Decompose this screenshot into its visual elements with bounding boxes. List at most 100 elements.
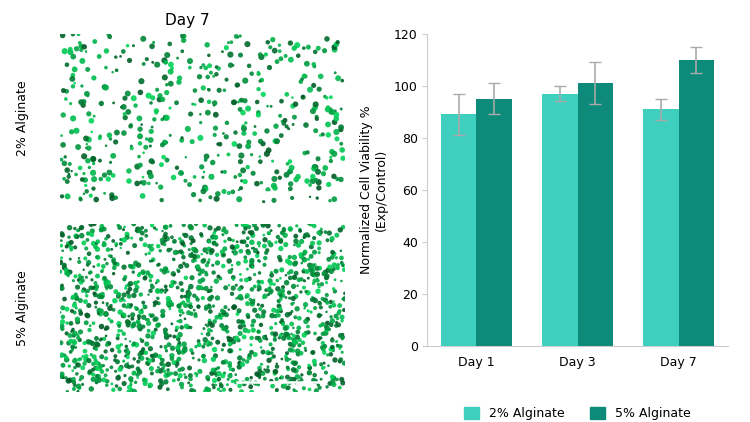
Point: [242, 235, 254, 242]
Point: [109, 298, 121, 304]
Point: [296, 377, 307, 384]
Point: [145, 173, 157, 180]
Point: [284, 254, 296, 260]
Point: [193, 303, 205, 310]
Point: [313, 284, 325, 290]
Point: [284, 346, 296, 353]
Point: [278, 226, 290, 233]
Point: [271, 389, 283, 395]
Point: [138, 302, 150, 309]
Point: [160, 59, 172, 66]
Point: [337, 262, 349, 269]
Point: [85, 339, 97, 346]
Point: [156, 237, 168, 243]
Point: [132, 365, 144, 372]
Point: [95, 227, 107, 233]
Point: [60, 267, 72, 273]
Point: [184, 324, 196, 331]
Point: [212, 273, 224, 280]
Point: [251, 252, 263, 259]
Point: [332, 342, 344, 349]
Point: [132, 279, 144, 285]
Point: [262, 187, 274, 193]
Point: [76, 176, 88, 183]
Point: [96, 353, 108, 360]
Point: [55, 259, 67, 266]
Point: [87, 360, 99, 367]
Point: [93, 307, 105, 314]
Point: [94, 311, 106, 318]
Point: [104, 135, 116, 142]
Point: [146, 352, 158, 359]
Point: [313, 184, 325, 191]
Point: [281, 385, 293, 392]
Point: [252, 328, 264, 335]
Point: [124, 123, 136, 130]
Point: [168, 377, 180, 384]
Point: [146, 370, 158, 377]
Point: [183, 285, 195, 292]
Point: [225, 371, 237, 378]
Point: [62, 242, 74, 249]
Point: [91, 335, 103, 342]
Point: [205, 340, 217, 347]
Point: [298, 305, 310, 311]
Point: [287, 121, 299, 128]
Point: [334, 308, 346, 314]
Point: [322, 237, 334, 243]
Point: [194, 271, 206, 278]
Point: [134, 140, 146, 147]
Point: [249, 271, 261, 278]
Point: [68, 309, 80, 316]
Point: [80, 48, 92, 55]
Point: [167, 174, 179, 181]
Point: [159, 241, 171, 248]
Point: [270, 320, 282, 327]
Point: [286, 300, 298, 307]
Point: [74, 195, 86, 202]
Point: [203, 238, 215, 245]
Point: [138, 60, 150, 67]
Point: [166, 320, 178, 327]
Point: [67, 326, 79, 333]
Point: [160, 230, 172, 237]
Point: [318, 349, 330, 356]
Point: [257, 313, 269, 319]
Point: [82, 312, 94, 319]
Point: [145, 287, 157, 294]
Point: [308, 358, 320, 365]
Point: [244, 384, 256, 390]
Point: [91, 254, 103, 260]
Point: [232, 337, 244, 344]
Point: [126, 387, 138, 394]
Point: [292, 242, 304, 249]
Point: [253, 328, 265, 335]
Point: [283, 189, 295, 196]
Point: [330, 338, 342, 345]
Point: [142, 291, 154, 298]
Point: [252, 312, 264, 319]
Point: [276, 316, 288, 323]
Point: [131, 374, 143, 381]
Point: [103, 316, 115, 322]
Point: [190, 344, 202, 350]
Point: [304, 365, 316, 371]
Point: [308, 163, 320, 170]
Point: [86, 156, 98, 162]
Point: [119, 114, 131, 121]
Point: [143, 169, 155, 176]
Point: [101, 325, 113, 331]
Point: [316, 365, 328, 371]
Point: [115, 236, 127, 243]
Point: [330, 313, 342, 319]
Point: [62, 378, 74, 384]
Point: [260, 255, 272, 262]
Point: [298, 250, 310, 257]
Point: [237, 379, 249, 386]
Point: [259, 293, 271, 300]
Point: [156, 381, 168, 387]
Point: [309, 372, 321, 379]
Point: [245, 349, 257, 356]
Point: [100, 285, 112, 292]
Point: [322, 106, 334, 113]
